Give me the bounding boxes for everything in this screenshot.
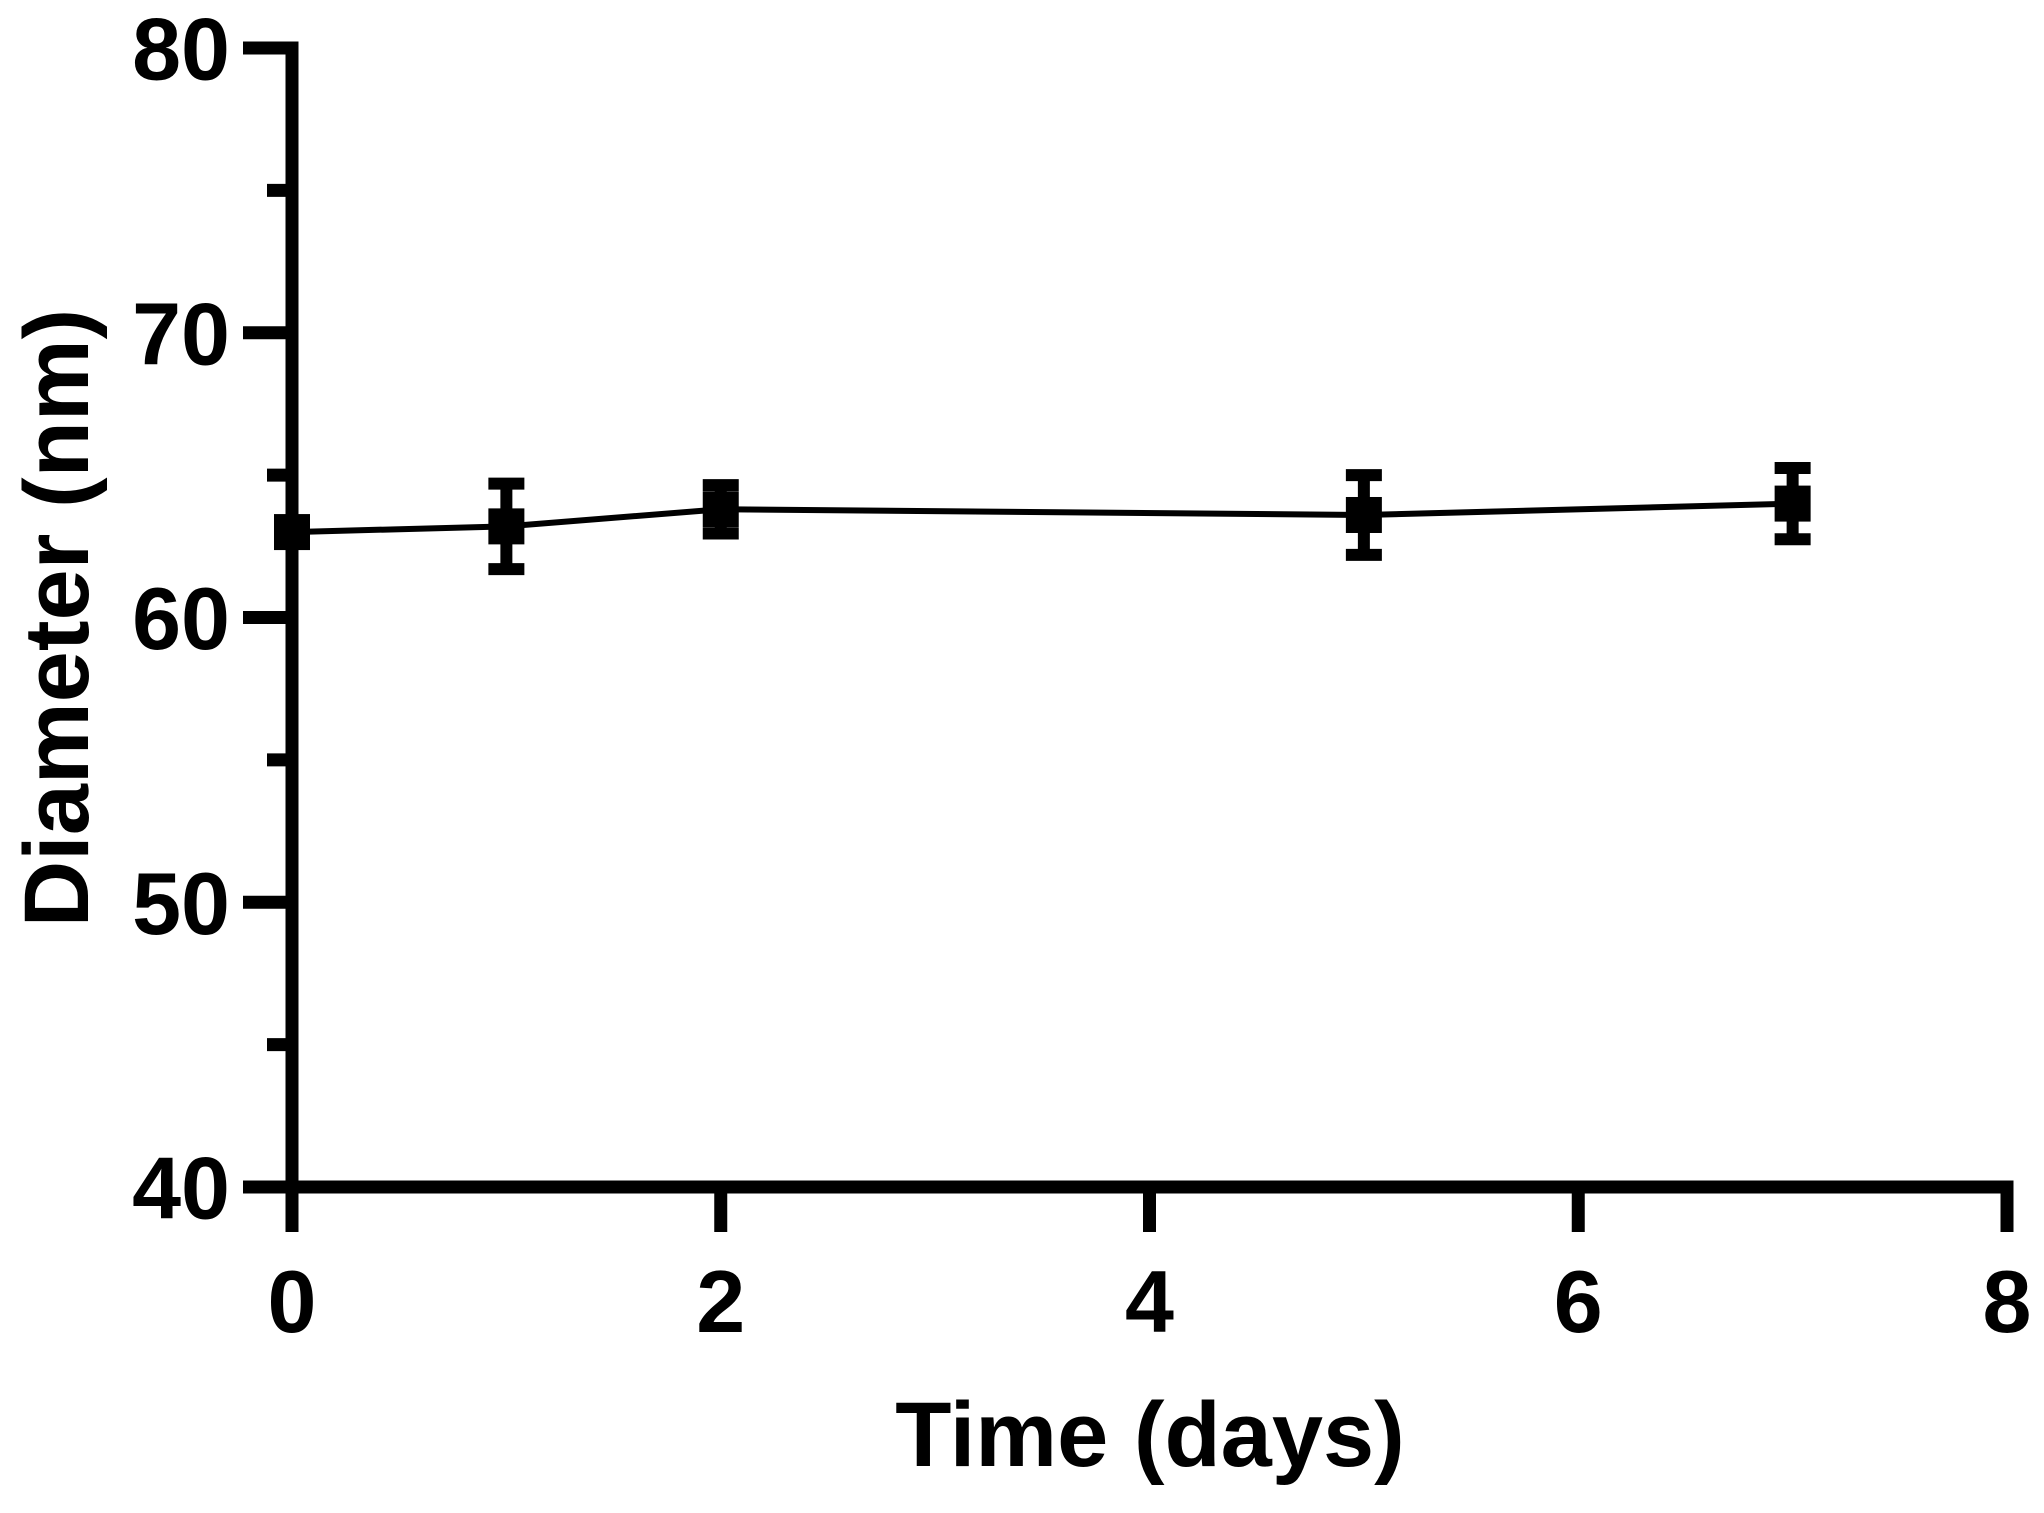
error-bar-layer <box>488 462 1811 576</box>
x-tick-label: 6 <box>1554 1252 1603 1351</box>
axes-layer <box>285 41 2014 1194</box>
data-point-marker <box>702 491 739 528</box>
x-axis-title: Time (days) <box>895 1384 1405 1486</box>
y-tick-label: 50 <box>132 854 230 953</box>
y-axis-title: Diameter (nm) <box>6 309 108 928</box>
y-tick-label: 60 <box>132 569 230 668</box>
x-tick-label: 0 <box>268 1252 317 1351</box>
y-tick-label: 80 <box>132 0 230 99</box>
tick-layer <box>243 41 2014 1232</box>
data-point-marker <box>488 508 525 545</box>
data-point-marker <box>1345 496 1382 533</box>
x-tick-label: 8 <box>1983 1252 2032 1351</box>
y-tick-label: 70 <box>132 284 230 383</box>
x-tick-label: 4 <box>1125 1252 1174 1351</box>
y-tick-label: 40 <box>132 1139 230 1238</box>
marker-layer <box>274 485 1811 551</box>
data-point-marker <box>1774 485 1811 522</box>
data-point-marker <box>274 514 310 551</box>
x-tick-label: 2 <box>696 1252 745 1351</box>
tick-label-layer: 40 50 60 70 80 0 2 4 6 8 <box>132 0 2031 1351</box>
